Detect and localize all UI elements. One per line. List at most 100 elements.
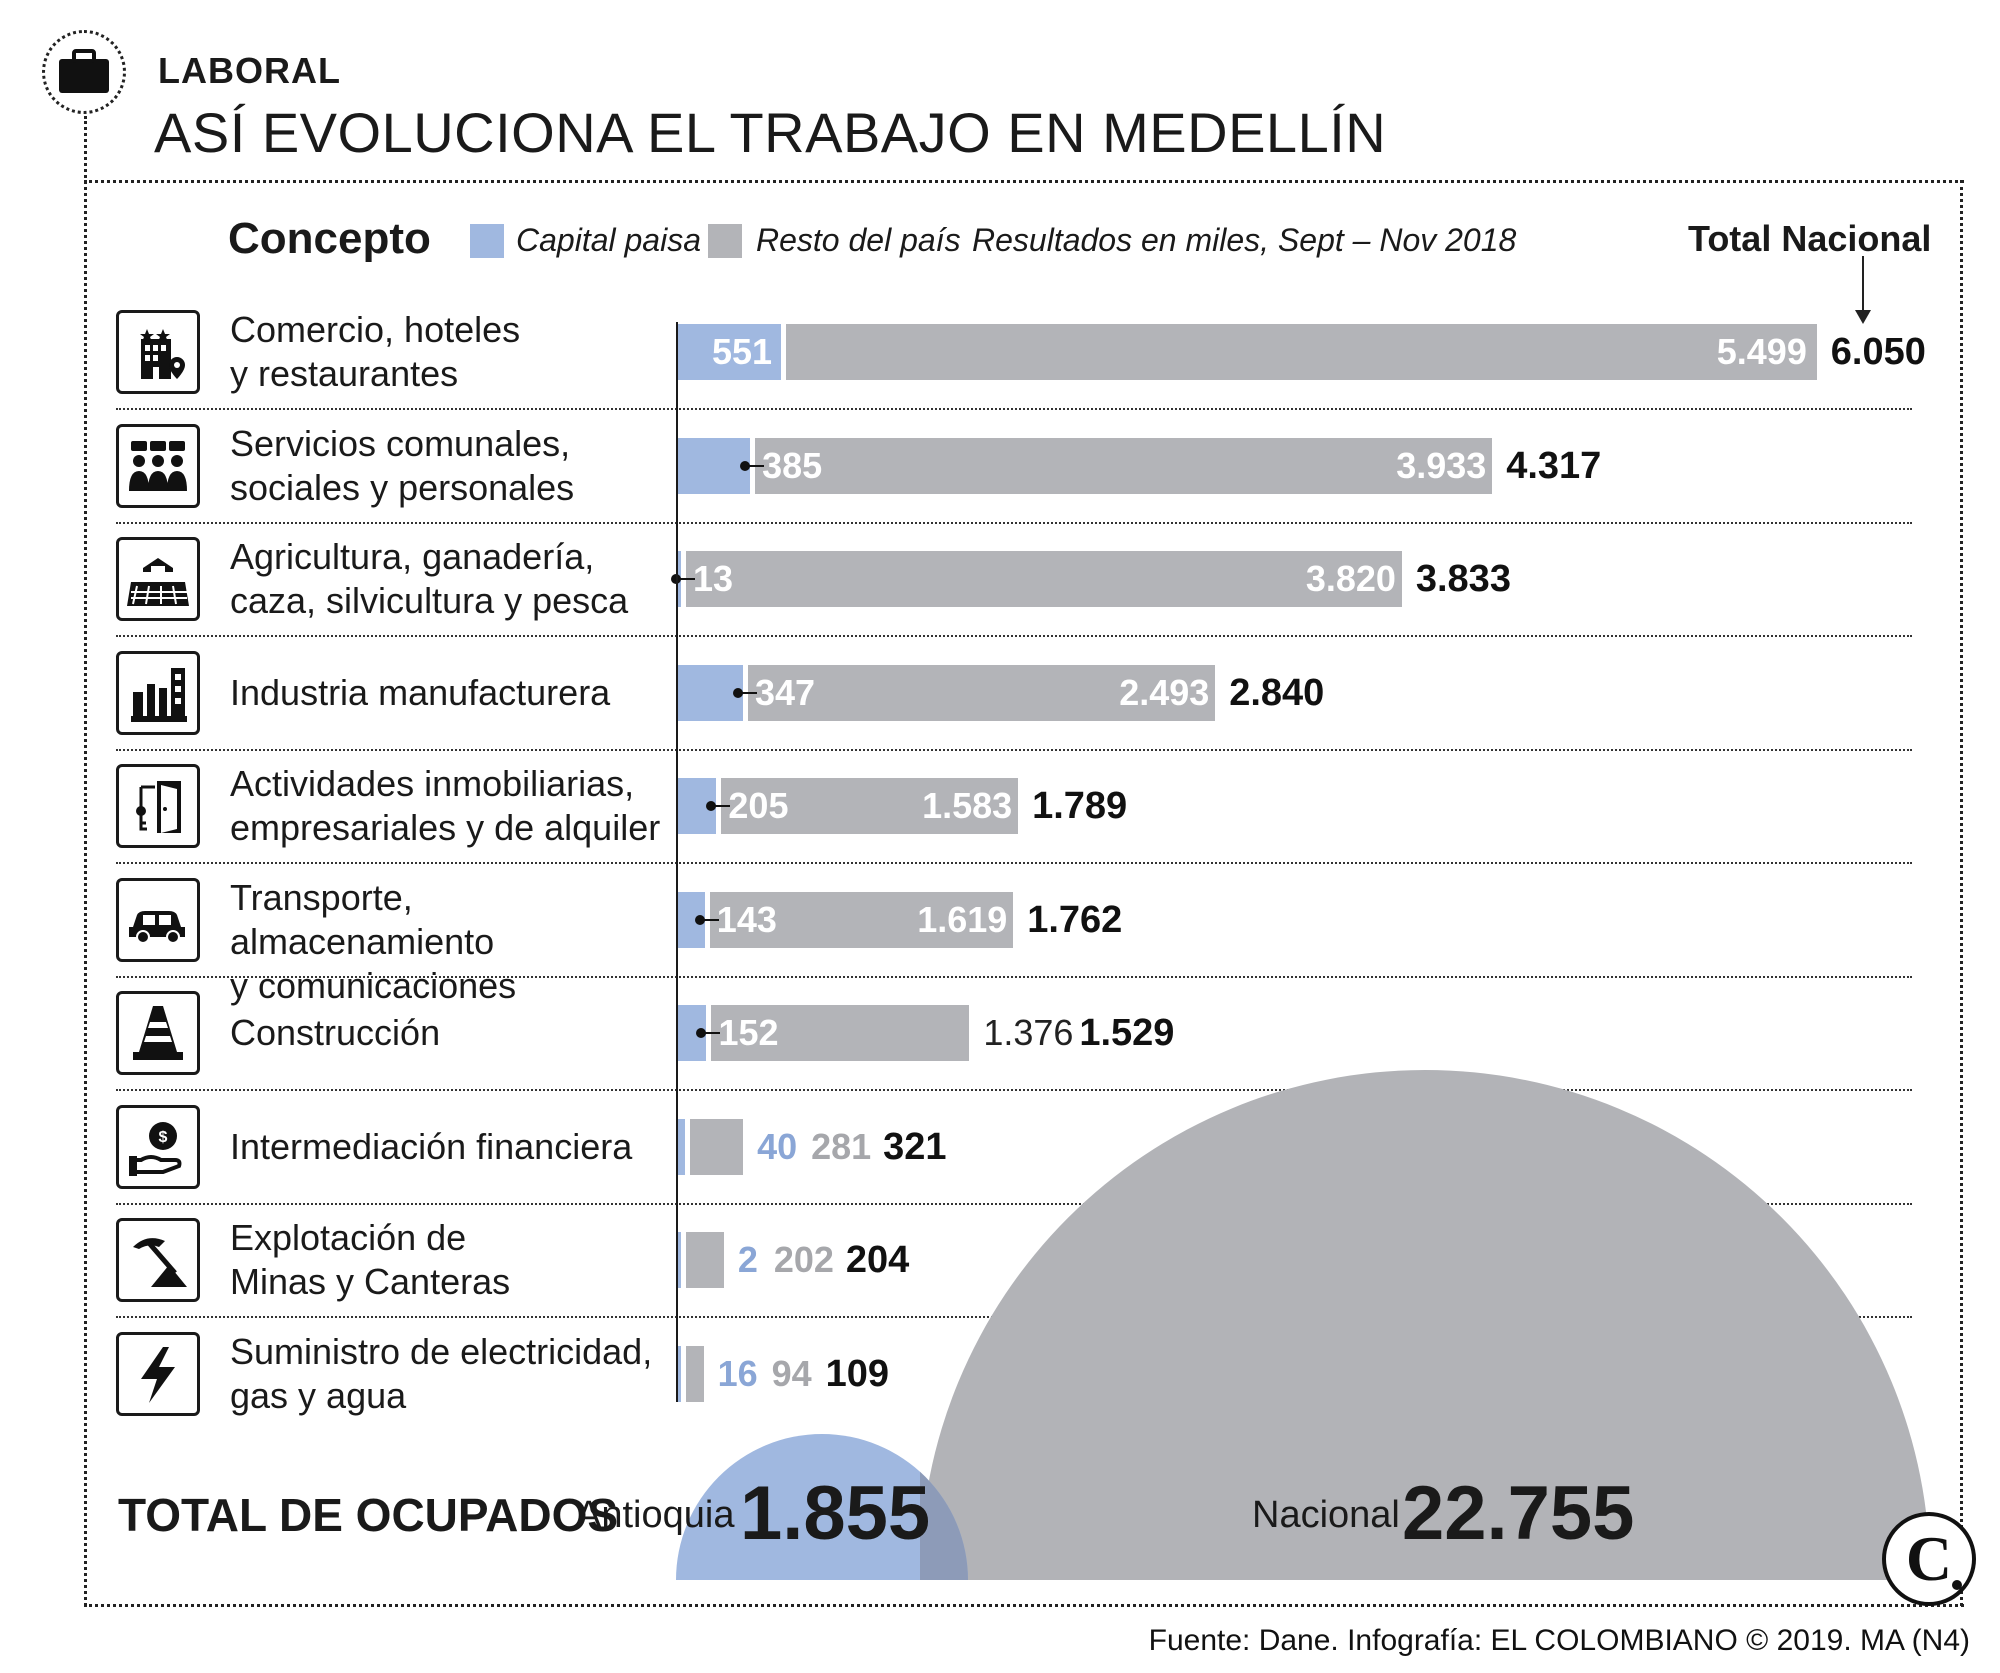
bar-total-label: 109 (825, 1352, 890, 1395)
bar-total-label: 1.789 (1032, 785, 1128, 827)
bar-capital-label: 385 (762, 444, 823, 486)
legend-note: Resultados en miles, Sept – Nov 2018 (972, 222, 1517, 258)
capital-leader-line (704, 1032, 721, 1034)
total-arrow-line (1862, 256, 1864, 316)
bar-resto-label: 1.583 (922, 785, 1013, 826)
legend-label-capital: Capital paisa (516, 222, 701, 258)
bar-resto-label: 3.933 (1396, 444, 1487, 486)
capital-leader-line (714, 805, 731, 807)
chart-axis-line (676, 322, 678, 1402)
bar-resto-label: 94 (771, 1352, 812, 1394)
category-label-line: Servicios comunales, (230, 422, 571, 464)
bar-capital-label: 347 (755, 671, 816, 713)
bar-total-label: 4.317 (1506, 444, 1602, 487)
legend-swatch-resto (708, 224, 742, 258)
category-label: Actividades inmobiliarias, empresariales … (230, 762, 670, 850)
factory-icon-box (116, 650, 200, 735)
lightning-icon-box (116, 1331, 200, 1416)
bar-capital-label: 152 (718, 1012, 779, 1053)
traffic-cone-icon (133, 1006, 183, 1060)
page-title: ASÍ EVOLUCIONA EL TRABAJO EN MEDELLÍN (154, 101, 1387, 164)
category-label-line: Construcción (230, 1012, 441, 1053)
bar-capital-label: 40 (757, 1125, 798, 1167)
total-arrow-head (1855, 310, 1871, 324)
bar-capital (678, 437, 751, 494)
row-separator (116, 408, 1912, 410)
traffic-cone-icon-box (116, 991, 200, 1075)
logo-dot (1952, 1580, 1962, 1590)
bar-capital (678, 1232, 681, 1288)
factory-icon (131, 667, 187, 722)
farm-icon-box (116, 537, 200, 621)
bar-resto (690, 1118, 744, 1175)
bar-resto-label: 1.619 (917, 898, 1008, 940)
row-separator (116, 1089, 1912, 1091)
bar-total-label: 204 (845, 1239, 910, 1281)
category-label-line: Suministro de electricidad, (230, 1330, 653, 1372)
section-label: LABORAL (158, 50, 341, 91)
community-icon-box (116, 423, 200, 508)
capital-leader-line (702, 918, 719, 921)
bar-total-label: 6.050 (1830, 331, 1926, 373)
category-label: Intermediación financiera (230, 1125, 670, 1169)
bar-capital-label: 205 (728, 785, 789, 826)
category-label: Servicios comunales, sociales y personale… (230, 422, 670, 510)
category-label-line: Explotación de (230, 1217, 467, 1258)
capital-leader-line (679, 578, 695, 580)
category-label: Explotación de Minas y Canteras (230, 1216, 670, 1304)
bar-capital-label: 143 (716, 898, 777, 940)
bar-resto (721, 778, 1019, 834)
logo-letter: C (1905, 1523, 1953, 1594)
bar-total-label: 3.833 (1415, 558, 1511, 600)
source-note: Fuente: Dane. Infografía: EL COLOMBIANO … (1148, 1624, 1970, 1657)
category-label-line: Intermediación financiera (230, 1125, 633, 1167)
legend-label-resto: Resto del país (756, 222, 961, 258)
concepto-header: Concepto (228, 214, 431, 263)
category-label: Comercio, hoteles y restaurantes (230, 308, 670, 396)
bar-resto-label: 1.376 (983, 1012, 1074, 1053)
lightning-icon (141, 1346, 175, 1403)
frame-left-border (84, 116, 87, 1606)
briefcase-icon (59, 49, 109, 93)
door-key-icon-box (116, 764, 200, 848)
pickaxe-mountain-icon (133, 1238, 187, 1287)
bar-resto (711, 1005, 970, 1061)
hotel-icon-box (116, 310, 200, 394)
frame-right-border (1960, 180, 1963, 1606)
total-nacional-header: Total Nacional (1688, 218, 1932, 259)
category-label: Agricultura, ganadería, caza, silvicultur… (230, 535, 670, 623)
bar-resto-label: 3.820 (1305, 558, 1396, 599)
category-label: Suministro de electricidad, gas y agua (230, 1330, 670, 1418)
bar-resto-label: 202 (773, 1239, 834, 1280)
el-colombiano-logo: C (1882, 1512, 1976, 1606)
car-icon-box (116, 877, 200, 962)
bar-capital (678, 324, 782, 380)
category-label: Industria manufacturera (230, 671, 670, 715)
category-label-line: y restaurantes (230, 353, 459, 394)
category-label-line: Actividades inmobiliarias, (230, 763, 635, 804)
row-separator (116, 1202, 1912, 1205)
capital-leader-line (748, 464, 765, 467)
bar-resto (709, 891, 1014, 948)
money-hand-icon: $ (129, 1121, 182, 1176)
bar-resto (786, 324, 1817, 380)
bar-capital-label: 13 (693, 558, 734, 599)
frame-top-border (84, 180, 1964, 183)
category-label-line: Agricultura, ganadería, (230, 536, 595, 577)
capital-marker-dot (694, 914, 705, 925)
bar-resto-label: 5.499 (1716, 331, 1807, 372)
bar-total-label: 1.762 (1027, 898, 1123, 941)
nacional-value: 22.755 (1402, 1471, 1635, 1556)
antioquia-value: 1.855 (740, 1471, 931, 1556)
category-label-line: Industria manufacturera (230, 671, 611, 713)
row-separator (116, 635, 1912, 637)
category-label-line: y comunicaciones (230, 964, 517, 1006)
bar-total-label: 321 (883, 1125, 947, 1168)
community-icon (129, 440, 187, 491)
row-separator (116, 748, 1912, 751)
bar-total-label: 1.529 (1079, 1012, 1175, 1054)
bar-resto (686, 1232, 724, 1288)
bar-resto (686, 551, 1402, 607)
svg-text:$: $ (159, 1129, 168, 1146)
section-icon-circle (42, 30, 126, 114)
